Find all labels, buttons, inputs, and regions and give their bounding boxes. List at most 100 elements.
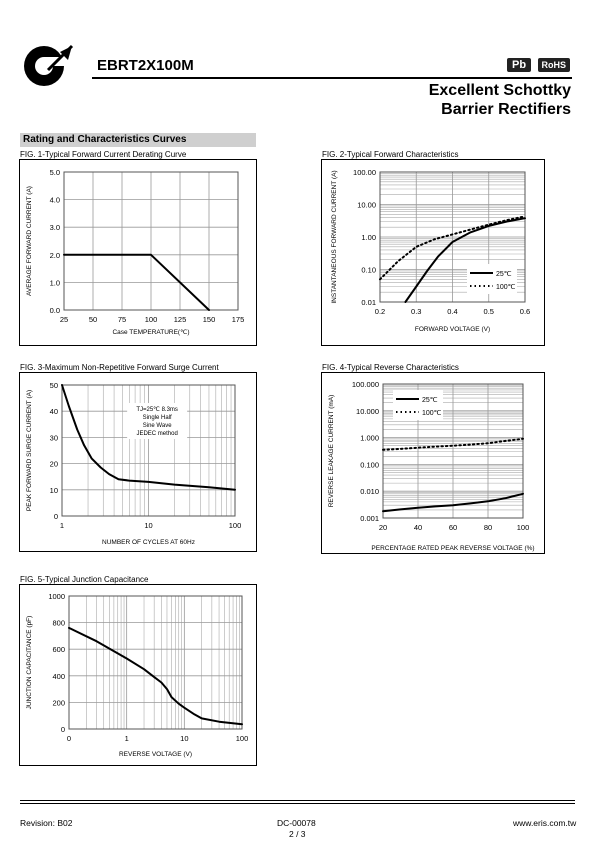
annotation-text: TJ=25℃ 8.3ms — [136, 407, 178, 413]
x-tick-label: 0.2 — [375, 307, 385, 316]
annotation-text: JEDEC method — [136, 431, 177, 437]
annotation-box — [127, 403, 188, 439]
x-axis-label: NUMBER OF CYCLES AT 60Hz — [102, 539, 195, 546]
y-tick-label: 800 — [52, 619, 65, 628]
fig1-grid — [63, 171, 239, 311]
fig4-title: FIG. 4-Typical Reverse Characteristics — [322, 363, 459, 372]
x-tick-label: 0 — [67, 734, 71, 743]
x-tick-label: 0.3 — [411, 307, 421, 316]
fig3-title: FIG. 3-Maximum Non-Repetitive Forward Su… — [20, 363, 219, 372]
annotation-text: Sine Wave — [143, 423, 172, 429]
y-tick-label: 100.000 — [352, 380, 379, 389]
x-tick-label: 100 — [236, 734, 249, 743]
y-tick-label: 0.001 — [360, 514, 379, 523]
legend-label: 100℃ — [496, 284, 516, 291]
y-tick-label: 3.0 — [50, 223, 60, 232]
y-tick-label: 200 — [52, 698, 65, 707]
compliance-badges: Pb RoHS — [505, 55, 571, 73]
legend-label: 25℃ — [422, 397, 438, 404]
x-tick-label: 60 — [449, 523, 457, 532]
y-tick-label: 0.010 — [360, 487, 379, 496]
legend-box — [467, 264, 517, 294]
x-tick-label: 10 — [180, 734, 188, 743]
y-tick-label: 0.0 — [50, 306, 60, 315]
fig2-chart: 0.2 0.3 0.4 0.5 0.6 0.01 0.10 1.00 10.00 100.00 FO… — [321, 159, 545, 346]
footer-divider-top — [20, 800, 575, 801]
x-tick-label: 40 — [414, 523, 422, 532]
x-tick-label: 20 — [379, 523, 387, 532]
x-tick-label: 175 — [232, 315, 245, 324]
y-tick-label: 100.00 — [353, 168, 376, 177]
fig4-plot-frame — [382, 383, 524, 519]
y-tick-label: 1.0 — [50, 278, 60, 287]
y-tick-label: 0 — [61, 725, 65, 734]
legend-label: 25℃ — [496, 271, 512, 278]
x-tick-label: 1 — [60, 521, 64, 530]
fig3-chart: 1 10 100 0 10 20 30 40 50 NUMBER OF CYCLES AT 60H… — [19, 372, 257, 552]
series-line-0 — [61, 384, 236, 491]
part-number: EBRT2X100M — [97, 57, 194, 74]
y-tick-label: 1.000 — [360, 434, 379, 443]
fig1-plot-frame — [63, 171, 239, 311]
y-tick-label: 0.100 — [360, 460, 379, 469]
y-axis-label: REVERSE LEAKAGE CURRENT (mA) — [328, 395, 335, 508]
y-tick-label: 1000 — [48, 592, 65, 601]
fig5-title: FIG. 5-Typical Junction Capacitance — [20, 575, 149, 584]
y-axis-label: JUNCTION CAPACITANCE (pF) — [26, 616, 33, 710]
x-tick-label: 0.6 — [520, 307, 530, 316]
series-line-100 — [379, 215, 526, 281]
x-tick-label: 0.5 — [484, 307, 494, 316]
y-tick-label: 40 — [50, 407, 58, 416]
product-title-line1: Excellent Schottky — [428, 82, 571, 99]
fig4-chart: 20 40 60 80 100 0.001 0.010 0.100 1.000 10.000 100… — [321, 372, 545, 554]
y-axis-label: PEAK FORWARD SURGE CURRENT (A) — [26, 390, 33, 511]
x-tick-label: 100 — [517, 523, 530, 532]
x-tick-label: 125 — [174, 315, 187, 324]
fig1-chart: 25 50 75 100 125 150 175 0.0 1.0 2.0 3.0 4.0 5.0 Case… — [19, 159, 257, 346]
legend: 25℃ 100℃ — [467, 264, 517, 294]
product-title: Excellent Schottky Barrier Rectifiers — [429, 81, 571, 119]
header-divider — [92, 77, 572, 79]
y-tick-label: 600 — [52, 645, 65, 654]
page-number: 2 / 3 — [289, 829, 306, 839]
y-tick-label: 30 — [50, 433, 58, 442]
fig1-title: FIG. 1-Typical Forward Current Derating … — [20, 150, 187, 159]
x-tick-label: 80 — [484, 523, 492, 532]
y-tick-label: 10.000 — [356, 407, 379, 416]
series-line-0 — [63, 253, 210, 311]
x-axis-label: Case TEMPERATURE(℃) — [112, 329, 189, 336]
series-line-100 — [382, 437, 524, 451]
y-tick-label: 20 — [50, 460, 58, 469]
legend-box — [393, 390, 443, 420]
x-axis-label: REVERSE VOLTAGE (V) — [119, 751, 192, 758]
section-title: Rating and Characteristics Curves — [20, 133, 256, 147]
series-line-0 — [68, 626, 243, 726]
y-tick-label: 10.00 — [357, 201, 376, 210]
fig2-plot-frame — [379, 171, 526, 303]
x-tick-label: 100 — [145, 315, 158, 324]
y-tick-label: 400 — [52, 672, 65, 681]
revision-label: Revision: B02 — [20, 818, 73, 828]
x-axis-label: FORWARD VOLTAGE (V) — [415, 326, 490, 333]
x-tick-label: 100 — [229, 521, 242, 530]
fig3-plot-frame — [61, 384, 236, 517]
y-tick-label: 10 — [50, 486, 58, 495]
legend-label: 100℃ — [422, 410, 442, 417]
x-tick-label: 150 — [203, 315, 216, 324]
product-title-line2: Barrier Rectifiers — [441, 101, 571, 118]
x-tick-label: 25 — [60, 315, 68, 324]
website-link[interactable]: www.eris.com.tw — [513, 818, 577, 828]
x-tick-label: 1 — [125, 734, 129, 743]
footer-divider-bottom — [20, 803, 575, 804]
y-tick-label: 50 — [50, 381, 58, 390]
y-tick-label: 5.0 — [50, 168, 60, 177]
fig5-grid — [68, 595, 243, 730]
document-number: DC-00078 — [277, 818, 316, 828]
y-tick-label: 1.00 — [361, 233, 376, 242]
y-tick-label: 2.0 — [50, 251, 60, 260]
fig2-title: FIG. 2-Typical Forward Characteristics — [322, 150, 459, 159]
legend: 25℃ 100℃ — [393, 390, 443, 420]
y-tick-label: 0 — [54, 512, 58, 521]
y-axis-label: INSTANTANEOUS FORWARD CURRENT (A) — [331, 170, 338, 303]
rohs-badge: RoHS — [537, 58, 571, 72]
